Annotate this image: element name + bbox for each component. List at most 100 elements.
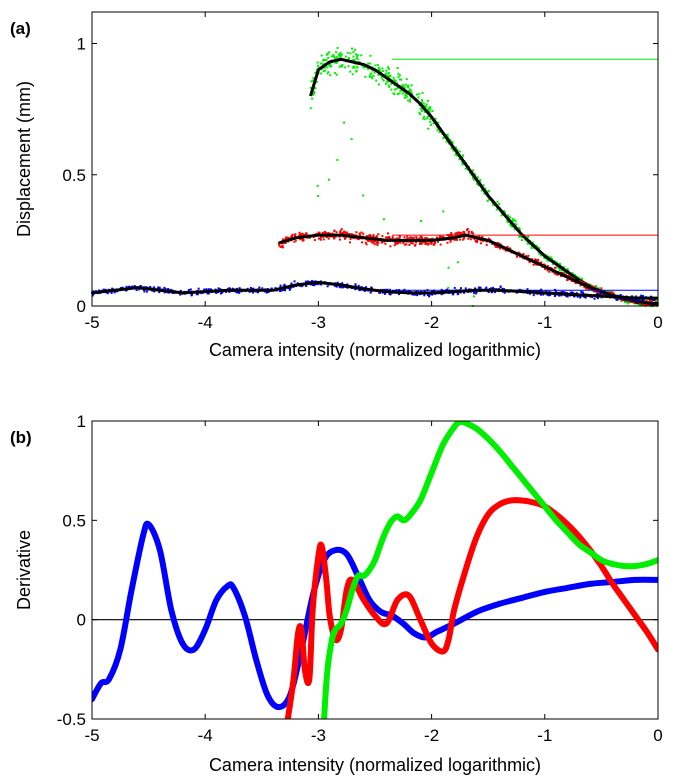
data-point [310, 80, 313, 83]
data-point [346, 51, 349, 54]
data-point [431, 110, 434, 113]
data-point [497, 246, 500, 249]
data-point [378, 291, 381, 294]
data-point [428, 110, 431, 113]
data-point [420, 241, 423, 244]
data-point [460, 287, 463, 290]
data-point [387, 72, 390, 75]
data-point [615, 298, 618, 301]
data-point [492, 203, 495, 206]
data-point [469, 238, 472, 241]
data-point [432, 122, 435, 125]
data-point [409, 90, 412, 93]
data-point [517, 227, 520, 230]
data-point [375, 241, 378, 244]
data-point [350, 233, 353, 236]
data-point [549, 293, 552, 296]
data-point [291, 233, 294, 236]
data-point [366, 67, 369, 70]
data-point [538, 252, 541, 255]
data-point [403, 243, 406, 246]
data-point [320, 236, 323, 239]
data-point [281, 246, 284, 249]
data-point [458, 231, 461, 234]
data-point [627, 301, 630, 304]
data-point [556, 261, 559, 264]
data-point [309, 86, 312, 89]
data-point [313, 284, 316, 287]
data-point [377, 241, 380, 244]
data-point [300, 237, 303, 240]
data-point [328, 64, 331, 67]
data-point [313, 92, 316, 95]
data-point [576, 275, 579, 278]
data-point [405, 95, 408, 98]
data-point [573, 277, 576, 280]
panel-a-axes-box [91, 11, 659, 307]
data-point [187, 289, 190, 292]
data-point [500, 214, 503, 217]
data-point [634, 299, 637, 302]
data-point [401, 92, 404, 95]
data-point [377, 73, 380, 76]
data-point [304, 280, 307, 283]
data-point [207, 292, 210, 295]
data-point [431, 237, 434, 240]
data-point [472, 178, 475, 181]
data-point [562, 272, 565, 275]
data-point [561, 291, 564, 294]
data-point [401, 84, 404, 87]
data-point [641, 295, 644, 298]
data-point [191, 293, 194, 296]
data-point [445, 289, 448, 292]
data-point [329, 62, 332, 65]
data-point [370, 286, 373, 289]
data-point [479, 179, 482, 182]
data-point [364, 241, 367, 244]
data-point [376, 63, 379, 66]
data-point [282, 238, 285, 241]
data-point [289, 286, 292, 289]
data-point [397, 242, 400, 245]
data-point [466, 227, 469, 230]
data-point [481, 235, 484, 238]
data-point [571, 272, 574, 275]
data-point [396, 87, 399, 90]
data-point [442, 210, 445, 213]
data-point [339, 286, 342, 289]
data-point [479, 239, 482, 242]
data-point [437, 121, 440, 124]
data-point [649, 299, 652, 302]
data-point [374, 64, 377, 67]
data-point [504, 211, 507, 214]
data-point [370, 72, 373, 75]
data-point [371, 77, 374, 80]
data-point [293, 280, 296, 283]
data-point [419, 243, 422, 246]
data-point [336, 56, 339, 59]
panel-b: (b) -5 -4 -3 -2 -1 0 -0.5 0 0.5 1 Camera intensit… [10, 412, 663, 775]
data-point [344, 231, 347, 234]
y-tick-label: -0.5 [57, 710, 86, 729]
data-point [179, 289, 182, 292]
data-point [420, 242, 423, 245]
data-point [579, 280, 582, 283]
data-point [400, 78, 403, 81]
data-point [509, 216, 512, 219]
data-point [322, 235, 325, 238]
data-point [425, 105, 428, 108]
data-point [411, 242, 414, 245]
data-point [496, 200, 499, 203]
data-point [431, 293, 434, 296]
data-point [284, 289, 287, 292]
data-point [597, 291, 600, 294]
data-point [506, 215, 509, 218]
data-point [375, 235, 378, 238]
data-point [466, 229, 469, 232]
data-point [326, 285, 329, 288]
data-point [474, 174, 477, 177]
data-point [309, 107, 312, 110]
data-point [333, 229, 336, 232]
data-point [157, 286, 160, 289]
data-point [327, 237, 330, 240]
